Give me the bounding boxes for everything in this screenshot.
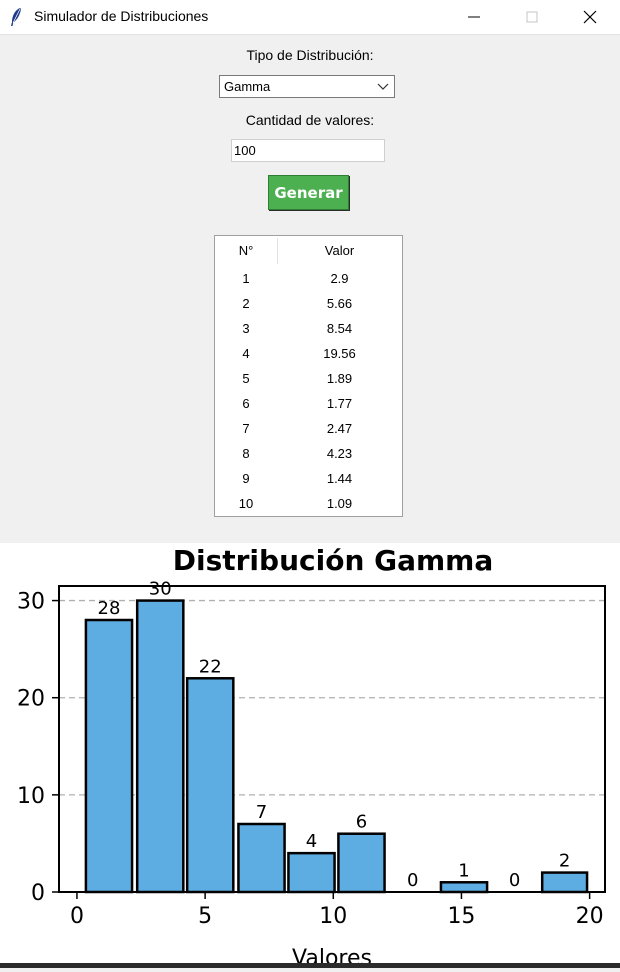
y-tick-label: 10 [17, 784, 45, 809]
row-value: 1.09 [326, 496, 353, 511]
table-row[interactable]: 4 19.56 [215, 342, 402, 367]
row-number: 7 [242, 421, 250, 436]
row-number: 4 [242, 346, 250, 361]
row-value: 19.56 [323, 346, 356, 361]
row-number: 6 [242, 396, 250, 411]
histogram-bar [439, 881, 489, 894]
bars: 28 30 22 7 4 6 0 1 0 2 [84, 579, 589, 894]
row-value: 8.54 [326, 321, 353, 336]
table-row[interactable]: 6 1.77 [215, 392, 402, 417]
row-value: 2.47 [326, 421, 353, 436]
bottom-edge [0, 963, 620, 968]
table-row[interactable]: 3 8.54 [215, 317, 402, 342]
row-number: 8 [242, 446, 250, 461]
bar-count-label: 2 [559, 851, 570, 872]
row-value: 1.44 [326, 471, 353, 486]
distribution-type-label: Tipo de Distribución: [246, 47, 374, 63]
row-number: 3 [242, 321, 250, 336]
bar-count-label: 6 [356, 812, 367, 833]
table-row[interactable]: 1 2.9 [215, 267, 402, 292]
chart-title: Distribución Gamma [173, 544, 494, 577]
maximize-button[interactable] [509, 0, 555, 34]
histogram-bar [135, 599, 185, 894]
maximize-icon [526, 11, 538, 23]
window-title: Simulador de Distribuciones [34, 8, 209, 24]
histogram-bar [185, 677, 235, 894]
bar-count-label: 0 [509, 870, 520, 891]
table-row[interactable]: 10 1.09 [215, 492, 402, 517]
histogram-bar [287, 851, 336, 894]
count-input[interactable]: 100 [231, 139, 385, 162]
row-number: 9 [242, 471, 250, 486]
row-number: 10 [238, 496, 254, 511]
table-row[interactable]: 8 4.23 [215, 442, 402, 467]
row-value: 2.9 [330, 271, 349, 286]
column-header-number[interactable]: N° [238, 243, 254, 258]
x-tick-label: 10 [319, 904, 347, 929]
feather-icon [11, 8, 21, 26]
table-row[interactable]: 5 1.89 [215, 367, 402, 392]
values-table[interactable]: N° Valor 1 2.9 2 5.66 3 8.54 4 19.56 5 1.89 6… [214, 235, 403, 517]
row-number: 2 [242, 296, 250, 311]
x-tick-label: 15 [447, 904, 475, 929]
bar-count-label: 4 [306, 831, 317, 852]
distribution-select[interactable]: Gamma [219, 75, 395, 98]
x-tick-label: 0 [70, 904, 84, 929]
count-label: Cantidad de valores: [245, 112, 375, 128]
histogram-bar [237, 822, 286, 894]
histogram-bar [337, 832, 386, 894]
y-tick-label: 30 [17, 590, 45, 615]
title-bar: Simulador de Distribuciones [0, 0, 620, 35]
minimize-button[interactable] [451, 0, 497, 34]
bar-count-label: 30 [149, 579, 172, 600]
y-tick-label: 0 [31, 881, 45, 906]
minimize-icon [468, 16, 480, 18]
bar-count-label: 22 [199, 656, 222, 677]
chevron-down-icon [377, 83, 389, 90]
bar-count-label: 7 [256, 802, 267, 823]
bar-count-label: 28 [98, 598, 121, 619]
table-row[interactable]: 2 5.66 [215, 292, 402, 317]
column-divider [277, 238, 278, 264]
column-header-value[interactable]: Valor [324, 243, 355, 258]
histogram-bar [84, 618, 134, 894]
histogram-chart: Distribución Gamma 28 30 22 7 4 6 0 1 0 2 0 5 10 15 2… [0, 543, 620, 971]
row-value: 4.23 [326, 446, 353, 461]
row-number: 5 [242, 371, 250, 386]
row-value: 1.77 [326, 396, 353, 411]
y-tick-label: 20 [17, 687, 45, 712]
axes-frame [58, 585, 606, 893]
row-value: 5.66 [326, 296, 353, 311]
row-number: 1 [242, 271, 250, 286]
x-tick-label: 20 [576, 904, 604, 929]
close-icon [583, 10, 597, 24]
x-tick-label: 5 [198, 904, 212, 929]
distribution-select-value: Gamma [224, 79, 271, 94]
row-value: 1.89 [326, 371, 353, 386]
histogram-bar [540, 871, 589, 894]
close-button[interactable] [567, 0, 613, 34]
generate-button[interactable]: Generar [268, 175, 349, 210]
bar-count-label: 1 [458, 860, 469, 881]
table-header: N° Valor [215, 236, 402, 266]
table-row[interactable]: 7 2.47 [215, 417, 402, 442]
bar-count-label: 0 [407, 870, 418, 891]
table-row[interactable]: 9 1.44 [215, 467, 402, 492]
